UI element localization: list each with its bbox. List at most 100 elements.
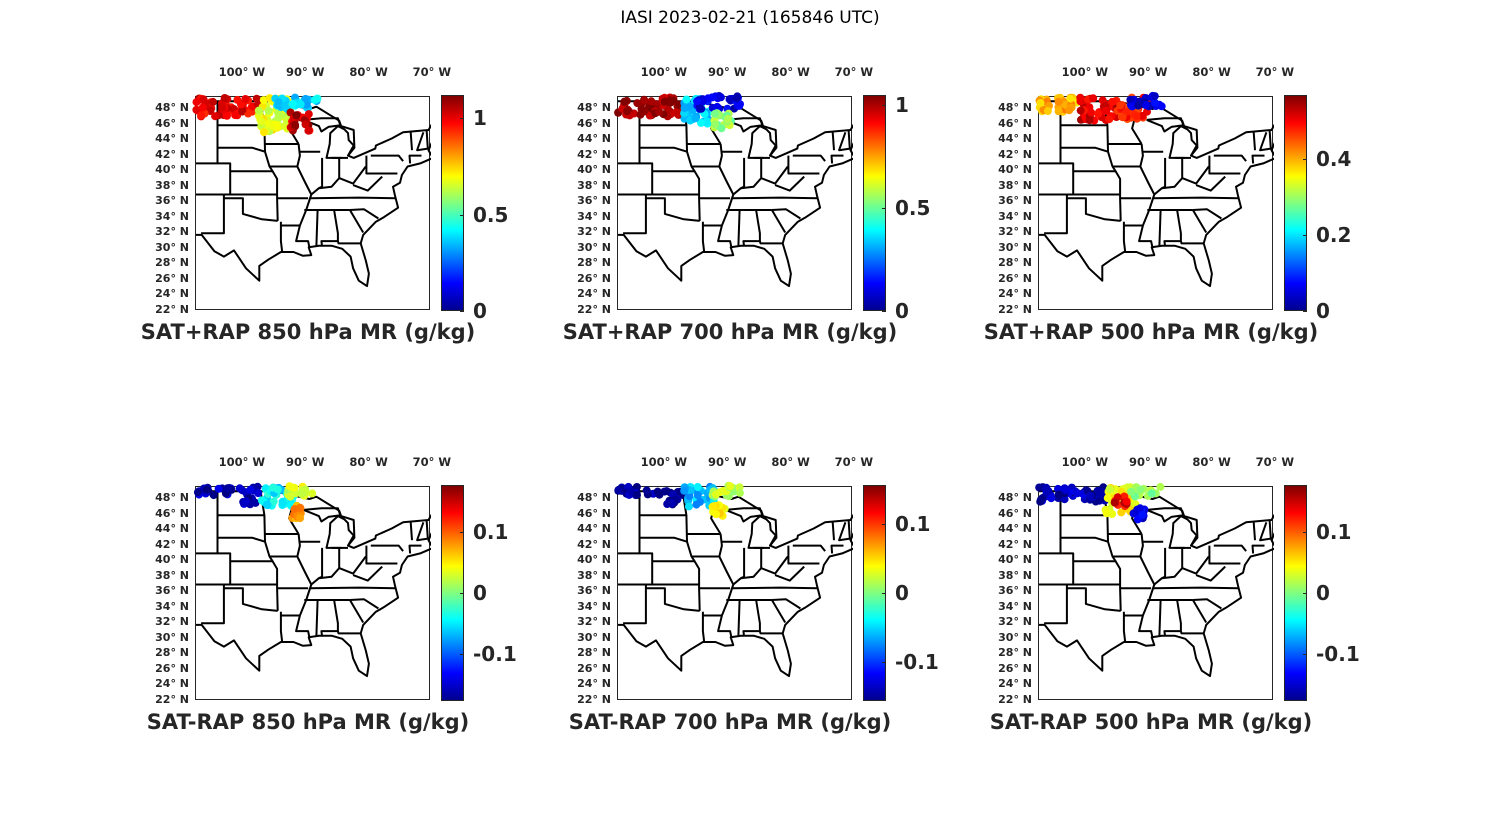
state-boundary	[1059, 491, 1075, 585]
state-boundary	[336, 240, 361, 245]
swath-point	[222, 111, 231, 120]
lat-tick-label: 48° N	[577, 491, 611, 504]
lon-tick-label: 80° W	[771, 65, 810, 79]
state-boundary	[1158, 599, 1162, 636]
state-boundary	[349, 209, 365, 234]
lat-tick-label: 44° N	[998, 522, 1032, 536]
state-boundary	[740, 157, 746, 190]
swath-point	[660, 97, 669, 106]
state-boundary	[352, 175, 383, 192]
state-boundary	[701, 221, 706, 252]
lat-tick-label: 48° N	[155, 101, 189, 114]
lat-tick-label: 36° N	[155, 194, 189, 208]
lat-tick-label: 28° N	[998, 256, 1032, 270]
colorbar-tick	[1303, 592, 1307, 594]
state-boundary	[1153, 555, 1210, 586]
swath-point	[263, 501, 272, 510]
state-boundary	[1192, 208, 1222, 220]
lat-tick-label: 24° N	[998, 287, 1032, 301]
state-boundary	[295, 533, 313, 638]
state-boundary	[771, 208, 801, 220]
colorbar-tick	[882, 208, 886, 210]
satellite-swath	[193, 482, 317, 523]
lat-tick-label: 36° N	[577, 194, 611, 208]
state-boundary	[1208, 155, 1241, 175]
map-axes	[1035, 482, 1274, 700]
state-boundary	[623, 588, 647, 625]
map-axes	[614, 481, 853, 700]
swath-point	[1036, 99, 1045, 107]
swath-point	[301, 94, 310, 103]
state-boundary	[310, 555, 367, 586]
lon-tick-label: 90° W	[1128, 65, 1168, 79]
state-boundary	[1195, 565, 1226, 582]
lat-tick-label: 38° N	[577, 568, 611, 582]
state-boundary	[1152, 586, 1239, 590]
state-boundary	[838, 519, 851, 542]
state-boundary	[416, 129, 429, 152]
lat-tick-label: 42° N	[577, 537, 611, 551]
swath-point	[302, 100, 311, 109]
lat-tick-label: 22° N	[998, 693, 1032, 706]
swath-point	[1094, 109, 1103, 118]
state-boundary	[737, 599, 741, 636]
swath-point	[1097, 490, 1106, 499]
swath-point	[1105, 115, 1114, 124]
swath-point	[1108, 510, 1117, 518]
state-boundary	[1146, 117, 1185, 133]
lat-tick-label: 24° N	[998, 677, 1032, 691]
swath-point	[1054, 490, 1063, 499]
lon-tick-label: 70° W	[834, 65, 874, 79]
swath-point	[1047, 494, 1056, 503]
state-boundary	[1138, 143, 1156, 248]
swath-point	[633, 99, 642, 108]
state-boundary	[318, 157, 324, 190]
swath-point	[1087, 108, 1096, 117]
lat-tick-label: 36° N	[998, 194, 1032, 208]
state-boundary	[639, 536, 688, 543]
colorbar-tick-label: 0.1	[895, 512, 931, 537]
state-boundary	[196, 100, 431, 288]
lon-tick-label: 100° W	[218, 455, 266, 469]
swath-point	[660, 487, 669, 496]
lon-tick-label: 70° W	[412, 65, 452, 79]
swath-point	[251, 498, 260, 507]
colorbar-tick-label: 0	[1316, 580, 1330, 605]
swath-point	[220, 94, 229, 102]
lon-tick-label: 90° W	[1128, 455, 1168, 469]
lat-tick-label: 24° N	[155, 677, 189, 691]
lat-tick-label: 38° N	[577, 178, 611, 192]
swath-point	[241, 95, 250, 103]
swath-point	[623, 107, 632, 115]
lat-tick-label: 26° N	[998, 661, 1032, 675]
state-boundary	[196, 490, 431, 678]
colorbar-tick-label: 0.5	[473, 202, 509, 227]
state-boundary	[1065, 584, 1121, 612]
lat-tick-label: 36° N	[998, 584, 1032, 598]
swath-point	[1076, 106, 1085, 115]
panel-title: SAT+RAP 700 hPa MR (g/kg)	[562, 320, 898, 344]
swath-point	[1102, 106, 1110, 115]
lat-tick-label: 44° N	[998, 132, 1032, 146]
state-boundary	[1039, 490, 1274, 678]
state-boundary	[758, 630, 783, 635]
swath-point	[199, 95, 208, 104]
lat-tick-label: 46° N	[998, 116, 1032, 130]
swath-point	[1089, 94, 1098, 103]
lat-tick-label: 30° N	[155, 630, 189, 644]
lat-tick-label: 38° N	[998, 568, 1032, 582]
state-boundary	[618, 100, 853, 288]
state-boundary	[315, 209, 319, 246]
state-boundary	[1251, 154, 1265, 164]
lat-tick-label: 44° N	[155, 522, 189, 536]
swath-point	[301, 120, 310, 129]
state-boundary	[1252, 132, 1256, 151]
swath-point	[268, 483, 277, 492]
swath-point	[653, 487, 662, 496]
lon-tick-label: 80° W	[349, 455, 388, 469]
swath-point	[304, 126, 313, 135]
map-axes	[192, 93, 431, 310]
swath-point	[296, 504, 305, 513]
swath-point	[246, 485, 255, 494]
colorbar	[1284, 95, 1307, 311]
